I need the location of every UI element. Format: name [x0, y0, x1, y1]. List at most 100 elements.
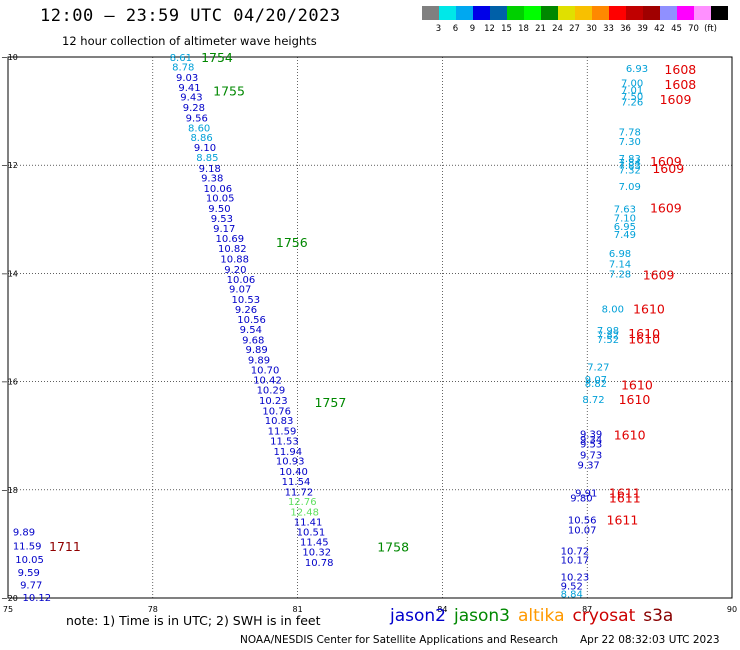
legend-entry-altika: altika [518, 606, 565, 626]
wave-height-value: 9.07 [585, 375, 607, 386]
time-label: 1755 [213, 84, 245, 99]
wave-height-value: 10.70 [251, 366, 280, 377]
wave-height-value: 7.01 [621, 85, 643, 96]
wave-height-value: 7.26 [621, 97, 643, 108]
map-subtitle: 12 hour collection of altimeter wave hei… [62, 34, 317, 48]
wave-height-value: 11.72 [285, 487, 314, 498]
scale-label: 39 [637, 24, 648, 34]
legend-entry-jason2: jason2 [390, 606, 446, 626]
scale-swatch [439, 6, 456, 20]
scale-label: 24 [552, 24, 563, 34]
wave-height-value: 10.42 [253, 375, 282, 386]
scale-label: 21 [535, 24, 546, 34]
wave-height-value: 9.53 [580, 439, 602, 450]
wave-height-value: 9.18 [199, 164, 221, 175]
wave-height-value: 10.29 [257, 386, 286, 397]
scale-swatch [694, 6, 711, 20]
scale-label: 15 [501, 24, 512, 34]
wave-height-value: 8.00 [602, 305, 624, 316]
wave-height-value: 10.06 [203, 184, 232, 195]
scale-swatch [592, 6, 609, 20]
scale-swatch [660, 6, 677, 20]
wave-height-value: 9.10 [194, 143, 216, 154]
wave-height-value: 10.23 [259, 396, 288, 407]
time-label: 1608 [664, 62, 696, 77]
wave-height-value: 10.17 [561, 556, 590, 567]
time-label: 1611 [609, 486, 641, 501]
time-label: 1608 [664, 77, 696, 92]
lat-tick-label: −20 [1, 594, 18, 603]
wave-height-value: 11.94 [273, 447, 302, 458]
wave-height-value: 9.53 [211, 214, 233, 225]
map-title: 12:00 – 23:59 UTC 04/20/2023 [40, 6, 341, 26]
wave-height-value: 9.89 [245, 345, 267, 356]
time-label: 1757 [314, 395, 346, 410]
wave-height-value: 8.84 [561, 590, 583, 601]
footer-note: note: 1) Time is in UTC; 2) SWH is in fe… [66, 613, 321, 628]
time-label: 1610 [621, 377, 653, 392]
map-grid [7, 56, 733, 599]
lat-tick-label: −12 [1, 161, 18, 170]
wave-height-value: 7.32 [619, 166, 641, 177]
satellite-legend: jason2 jason3 altika cryosat s3a [390, 606, 681, 626]
wave-height-value: 7.28 [609, 269, 631, 280]
axis-ticks: 75 78 81 84 87 90 −10 −12 −14 −16 −18 −20 [1, 53, 737, 614]
wave-height-value: 9.43 [180, 92, 202, 103]
wave-height-value: 9.80 [570, 493, 592, 504]
scale-label: 33 [603, 24, 614, 34]
wave-height-value: 12.76 [288, 497, 317, 508]
wave-height-value: 10.56 [237, 315, 266, 326]
wave-height-value: 10.12 [22, 593, 51, 604]
wave-height-value: 8.82 [585, 379, 607, 390]
wave-height-value: 8.72 [582, 395, 604, 406]
wave-height-value: 8.60 [188, 123, 210, 134]
wave-height-value: 6.95 [614, 222, 636, 233]
legend-entry-jason3: jason3 [454, 606, 510, 626]
time-labels: 1754175517561757175817111608160816091609… [49, 50, 696, 555]
wave-height-value: 11.59 [13, 542, 42, 553]
scale-swatch [507, 6, 524, 20]
wave-height-value: 7.52 [597, 335, 619, 346]
map-frame [7, 56, 733, 599]
wave-height-value: 10.23 [561, 572, 590, 583]
satellite-tracks: 8.618.789.039.419.439.289.568.608.869.10… [13, 53, 648, 604]
wave-height-value: 7.83 [619, 161, 641, 172]
wave-height-value: 7.49 [614, 230, 636, 241]
scale-label: 36 [620, 24, 631, 34]
scale-swatch [422, 6, 439, 20]
time-label: 1610 [614, 428, 646, 443]
lat-tick-label: −18 [1, 486, 18, 495]
timestamp: Apr 22 08:32:03 UTC 2023 [580, 634, 720, 646]
scale-swatch [524, 6, 541, 20]
wave-height-value: 7.50 [621, 92, 643, 103]
time-label: 1610 [633, 302, 665, 317]
wave-height-value: 9.34 [580, 435, 602, 446]
wave-height-value: 11.54 [282, 477, 311, 488]
time-label: 1611 [609, 490, 641, 505]
track: 6.93 7.007.017.507.26 7.787.30 7.837.847.83… [582, 64, 648, 406]
time-label: 1609 [652, 161, 684, 176]
track: 9.89 11.59 10.05 9.599.77 10.12 [13, 527, 51, 603]
scale-swatch [456, 6, 473, 20]
wave-height-value: 7.10 [614, 214, 636, 225]
scale-label: 6 [452, 24, 459, 34]
wave-height-value: 7.83 [619, 154, 641, 165]
track: 8.618.789.039.419.439.289.568.608.869.10… [170, 53, 334, 569]
time-label: 1756 [276, 235, 308, 250]
wave-height-value: 10.72 [561, 546, 590, 557]
wave-height-value: 8.85 [196, 153, 218, 164]
credit-text: NOAA/NESDIS Center for Satellite Applica… [240, 634, 558, 646]
scale-label: 12 [484, 24, 495, 34]
wave-height-value: 6.98 [609, 249, 631, 260]
scale-swatch [626, 6, 643, 20]
lon-tick-label: 81 [293, 605, 303, 614]
scale-label: 18 [518, 24, 529, 34]
wave-height-value: 7.09 [619, 182, 641, 193]
wave-height-value: 10.69 [216, 234, 245, 245]
wave-height-value: 8.86 [190, 133, 212, 144]
wave-height-value: 9.73 [580, 451, 602, 462]
wave-height-value: 10.32 [302, 547, 331, 558]
wave-height-value: 9.52 [561, 582, 583, 593]
wave-height-value: 10.06 [227, 275, 256, 286]
